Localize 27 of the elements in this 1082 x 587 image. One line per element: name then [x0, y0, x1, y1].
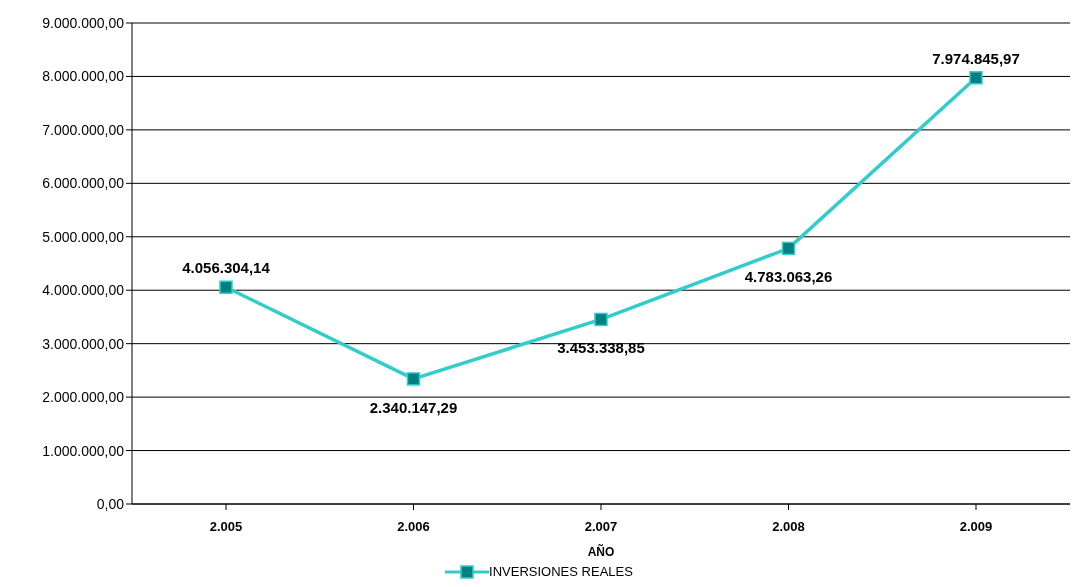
x-tick-label: 2.009 — [959, 519, 993, 535]
y-tick-label: 0,00 — [96, 495, 125, 512]
y-tick-label: 1.000.000,00 — [42, 442, 125, 459]
legend-label: INVERSIONES REALES — [489, 564, 633, 579]
y-tick-label: 7.000.000,00 — [42, 121, 125, 138]
point — [969, 71, 983, 85]
point — [219, 280, 233, 294]
y-tick-label: 8.000.000,00 — [42, 68, 125, 85]
y-tick-label: 9.000.000,00 — [42, 14, 125, 31]
data-label: 4.056.304,14 — [182, 259, 271, 277]
point — [781, 241, 796, 256]
x-tick-label: 2.006 — [397, 519, 430, 535]
data-label: 3.453.338,85 — [557, 339, 645, 357]
x-tick-label: 2.007 — [584, 519, 618, 535]
y-tick-label: 4.000.000,00 — [42, 282, 125, 299]
point — [406, 372, 421, 386]
data-label: 2.340.147,29 — [369, 398, 458, 416]
data-label: 7.974.845,97 — [932, 49, 1020, 67]
x-tick-label: 2.005 — [209, 519, 243, 535]
x-tick-label: 2.008 — [772, 519, 805, 535]
x-axis-title: AÑO — [587, 544, 615, 559]
data-label: 4.783.063,26 — [744, 268, 833, 286]
y-tick-label: 3.000.000,00 — [42, 335, 125, 352]
y-tick-label: 2.000.000,00 — [42, 389, 125, 406]
y-tick-label: 6.000.000,00 — [42, 175, 125, 192]
point — [594, 312, 608, 327]
y-tick-label: 5.000.000,00 — [42, 228, 125, 245]
